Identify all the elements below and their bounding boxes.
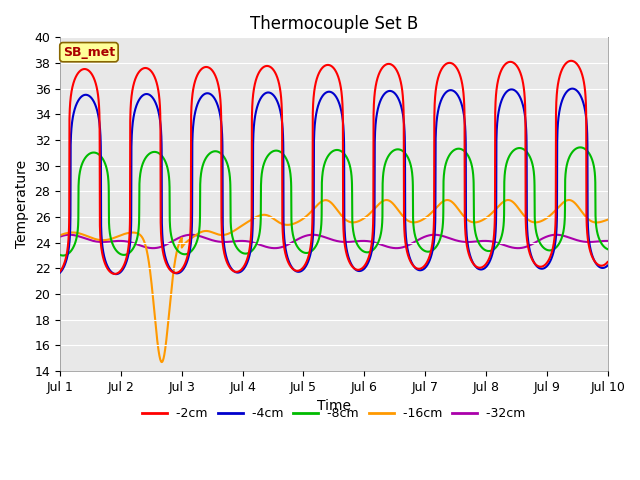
Y-axis label: Temperature: Temperature: [15, 160, 29, 248]
X-axis label: Time: Time: [317, 399, 351, 413]
Text: SB_met: SB_met: [63, 46, 115, 59]
Title: Thermocouple Set B: Thermocouple Set B: [250, 15, 418, 33]
Legend:  -2cm,  -4cm,  -8cm,  -16cm,  -32cm: -2cm, -4cm, -8cm, -16cm, -32cm: [137, 402, 531, 425]
